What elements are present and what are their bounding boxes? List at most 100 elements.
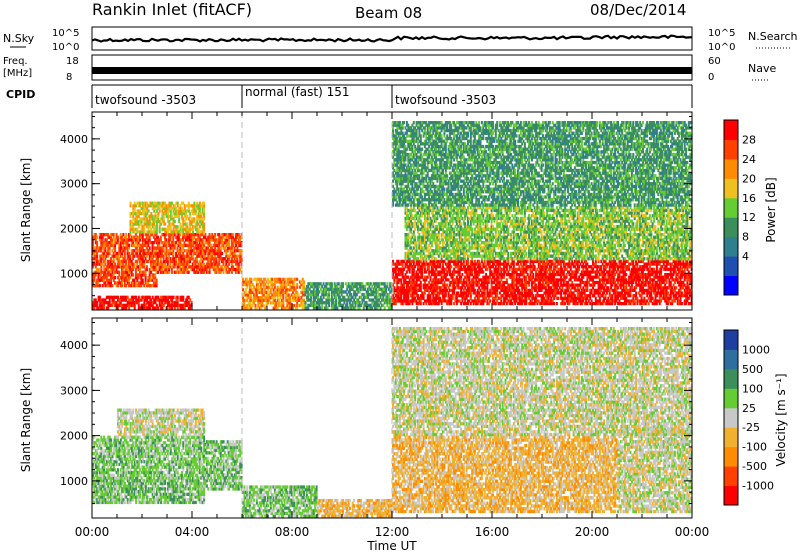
data-cell bbox=[143, 212, 146, 216]
data-cell bbox=[269, 280, 272, 284]
data-cell bbox=[197, 222, 200, 226]
data-cell bbox=[279, 285, 282, 289]
data-cell bbox=[233, 246, 236, 250]
data-cell bbox=[100, 241, 103, 245]
data-cell bbox=[155, 249, 158, 253]
data-cell bbox=[155, 204, 158, 208]
data-cell bbox=[210, 251, 212, 256]
data-cell bbox=[280, 290, 283, 294]
data-cell bbox=[311, 282, 314, 286]
data-cell bbox=[126, 276, 129, 280]
data-cell bbox=[173, 214, 176, 218]
data-cell bbox=[159, 265, 162, 269]
data-cell bbox=[200, 257, 203, 261]
data-cell bbox=[130, 225, 133, 229]
data-cell bbox=[171, 298, 174, 302]
data-cell bbox=[153, 227, 156, 231]
data-cell bbox=[167, 230, 169, 234]
data-cell bbox=[103, 254, 106, 258]
data-cell bbox=[98, 273, 101, 277]
data-cell bbox=[145, 235, 148, 239]
data-cell bbox=[133, 243, 136, 247]
data-cell bbox=[116, 257, 119, 261]
data-cell bbox=[148, 270, 151, 274]
data-cell bbox=[136, 243, 139, 247]
data-cell bbox=[154, 238, 157, 242]
data-cell bbox=[279, 277, 282, 281]
data-cell bbox=[303, 293, 306, 297]
data-cell bbox=[168, 265, 171, 269]
data-cell bbox=[233, 251, 236, 256]
data-cell bbox=[144, 212, 147, 216]
data-cell bbox=[145, 241, 148, 245]
data-cell bbox=[312, 295, 315, 299]
data-cell bbox=[144, 201, 147, 205]
data-cell bbox=[145, 284, 148, 288]
data-cell bbox=[164, 267, 166, 272]
data-cell bbox=[235, 254, 237, 258]
data-cell bbox=[172, 251, 175, 256]
data-cell bbox=[258, 298, 261, 302]
data-cell bbox=[194, 246, 197, 250]
data-cell bbox=[307, 298, 310, 302]
data-cell bbox=[200, 217, 203, 221]
data-cell bbox=[285, 288, 288, 292]
data-cell bbox=[140, 278, 143, 282]
data-cell bbox=[128, 267, 130, 272]
data-cell bbox=[111, 270, 114, 274]
data-cell bbox=[101, 235, 104, 239]
data-cell bbox=[236, 270, 239, 274]
data-cell bbox=[183, 212, 186, 216]
data-cell bbox=[155, 214, 158, 218]
data-cell bbox=[139, 217, 142, 221]
data-cell bbox=[258, 306, 261, 310]
data-cell bbox=[140, 212, 143, 216]
data-cell bbox=[159, 257, 162, 261]
data-cell bbox=[144, 276, 147, 280]
data-cell bbox=[158, 241, 161, 245]
data-cell bbox=[93, 278, 96, 282]
data-cell bbox=[168, 214, 171, 218]
data-cell bbox=[152, 246, 155, 250]
data-cell bbox=[201, 227, 204, 231]
data-cell bbox=[148, 225, 151, 229]
data-cell bbox=[126, 249, 129, 253]
data-cell bbox=[160, 303, 163, 307]
data-cell bbox=[236, 233, 239, 237]
data-cell bbox=[151, 284, 154, 288]
data-cell bbox=[154, 233, 157, 237]
data-cell bbox=[223, 233, 226, 237]
data-cell bbox=[235, 259, 237, 264]
data-cell bbox=[171, 301, 174, 305]
data-cell bbox=[242, 301, 244, 305]
data-cell bbox=[187, 209, 190, 213]
data-cell bbox=[157, 217, 160, 221]
data-cell bbox=[203, 201, 206, 205]
data-cell bbox=[205, 249, 208, 253]
data-cell bbox=[308, 293, 311, 297]
data-cell bbox=[191, 235, 194, 239]
data-cell bbox=[236, 241, 239, 245]
data-cell bbox=[154, 201, 157, 205]
data-cell bbox=[262, 293, 265, 297]
data-cell bbox=[287, 306, 290, 310]
data-cell bbox=[225, 270, 228, 274]
data-cell bbox=[298, 285, 301, 289]
data-cell bbox=[265, 303, 268, 308]
data-cell bbox=[282, 303, 285, 308]
data-cell bbox=[226, 270, 229, 274]
data-cell bbox=[169, 217, 172, 221]
data-cell bbox=[289, 303, 292, 308]
data-cell bbox=[111, 273, 114, 277]
data-cell bbox=[243, 280, 246, 284]
data-cell bbox=[103, 259, 106, 264]
data-cell bbox=[139, 273, 141, 277]
data-cell bbox=[172, 235, 175, 239]
data-cell bbox=[179, 267, 182, 272]
data-cell bbox=[179, 225, 182, 229]
data-cell bbox=[93, 306, 96, 310]
data-cell bbox=[128, 298, 131, 302]
data-cell bbox=[179, 246, 182, 250]
data-cell bbox=[100, 301, 103, 305]
data-cell bbox=[173, 243, 176, 247]
